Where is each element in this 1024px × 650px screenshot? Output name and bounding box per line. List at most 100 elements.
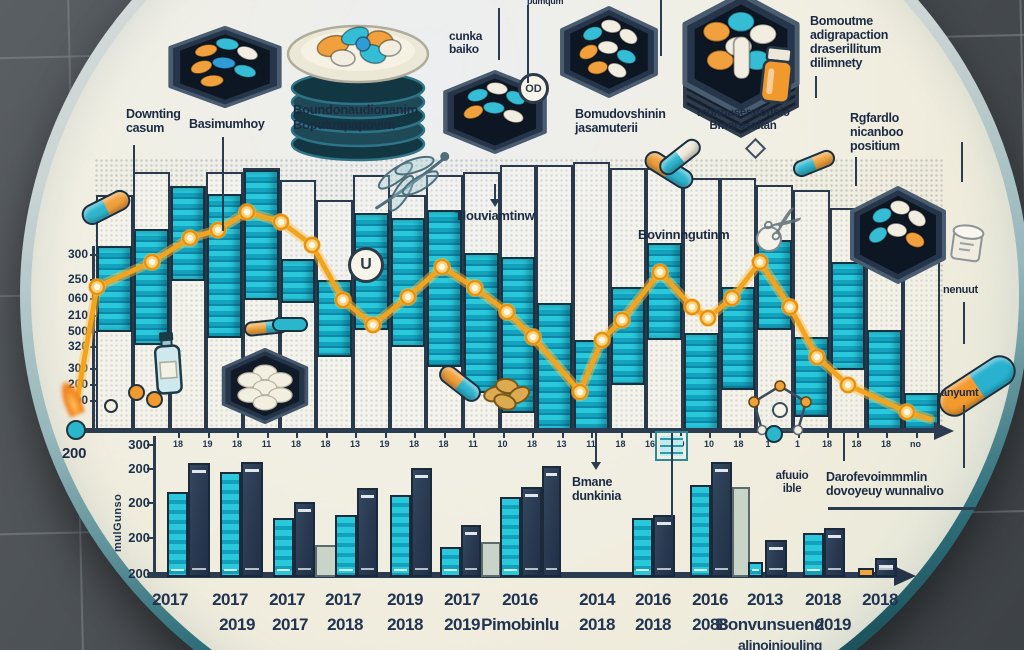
main-x-tick-label: 18 (526, 439, 538, 449)
pill-bottle-icon (759, 45, 793, 104)
annotation-line (498, 8, 500, 60)
pill-dispenser-stack-icon (286, 24, 430, 162)
bottom-x-year-label-row2: 2019 (444, 615, 480, 634)
bottom-x-year-label: 2019 (387, 590, 423, 609)
annotation-arrow (489, 184, 500, 207)
bottom-chart-bar-gray (732, 487, 750, 577)
main-x-tick-mark (561, 433, 564, 438)
bottom-chart-bar-navy (711, 462, 732, 577)
bottom-chart-bar-teal (273, 518, 294, 577)
main-x-tick-mark (856, 433, 859, 438)
pill-cluster-icon (483, 377, 531, 411)
bottom-x-year-label: 2018 (862, 590, 898, 609)
label-cunka-baiko: cunka baiko (449, 29, 483, 57)
main-chart-teal-segment (574, 340, 609, 432)
bottom-x-year-label-row2: Bonvunsuend (716, 615, 824, 634)
main-chart-teal-segment (391, 218, 425, 347)
bottom-x-year-label-row3: alinoiniouling (738, 637, 823, 650)
main-y-axis-dash (90, 298, 98, 300)
pill-dot-icon (128, 384, 145, 401)
main-chart-teal-segment (647, 243, 682, 340)
label-darofevoimmmlin: Darofevoimmmlin dovoyeuy wunnalivo (826, 470, 944, 498)
bottom-x-year-label-row2: 2088 (692, 615, 728, 634)
main-chart-teal-segment (281, 259, 315, 303)
main-y-axis-dash (90, 315, 98, 317)
label-basimumhoy: Basimumhoy (189, 117, 265, 131)
bottom-x-year-label-row2: 2019 (815, 615, 851, 634)
main-y-axis-dash (90, 331, 98, 333)
annotation-line (222, 137, 224, 231)
bottom-x-year-label: 2017 (212, 590, 248, 609)
main-x-tick-label: 18 (290, 439, 302, 449)
main-x-tick-label: 19 (202, 439, 213, 449)
bottom-x-year-label: 2016 (635, 590, 671, 609)
main-x-tick-label: 18 (408, 439, 420, 449)
bottom-y-axis-label: 200 (128, 495, 150, 510)
scissors-pivot-icon (756, 226, 782, 252)
main-x-tick-mark (827, 433, 829, 438)
main-x-tick-label: 19 (379, 439, 390, 449)
bottom-x-year-label: 2014 (579, 590, 615, 609)
main-x-tick-mark (473, 433, 475, 438)
label-tlouviamtinw: Tlouviamtinw (455, 208, 535, 223)
main-x-tick-label: no (910, 439, 921, 449)
main-x-tick-mark (502, 433, 505, 438)
main-x-tick-mark (207, 433, 210, 438)
annotation-line (671, 433, 673, 519)
axis-dot-icon (66, 420, 86, 440)
u-badge-icon: U (348, 247, 384, 283)
bottom-chart-bar-navy (765, 540, 787, 577)
main-y-axis-dash (90, 384, 98, 386)
annotation-underline (828, 507, 975, 510)
main-chart-teal-segment (244, 170, 279, 300)
label-bomudovshinin: Bomudovshinin jasamuterii (575, 107, 666, 135)
main-chart-teal-segment (171, 186, 205, 281)
bottom-y-axis-tick (147, 537, 154, 539)
bottom-chart-bar-navy (294, 502, 315, 577)
bottom-chart-bar-navy (824, 528, 845, 577)
annotation-line (963, 302, 965, 344)
tablet-icon (272, 317, 308, 332)
main-x-tick-label: 13 (556, 439, 567, 449)
main-x-tick-label: 11 (586, 439, 596, 449)
bottom-y-axis-tick (147, 444, 154, 446)
main-x-tick-label: 18 (231, 439, 243, 449)
od-badge-icon: OD (518, 73, 549, 104)
main-x-tick-label: 11 (261, 439, 272, 449)
bottom-y-axis-label: 200 (128, 530, 150, 545)
bottom-chart-bar-teal (500, 497, 521, 577)
main-x-tick-label: 18 (821, 439, 833, 449)
bottom-chart-bar-navy (875, 558, 897, 577)
bottom-chart-bar-navy (188, 463, 210, 577)
main-x-tick-label: 18 (733, 439, 744, 449)
main-x-tick-mark (886, 433, 888, 438)
main-x-tick-label: 1 (794, 439, 801, 449)
main-x-tick-mark (384, 433, 387, 438)
bottom-chart-bar-gray (315, 545, 337, 577)
bottom-x-year-label-row2: 2017 (272, 615, 308, 634)
main-y-axis-dash (90, 346, 98, 348)
bottom-x-year-label: 2017 (444, 590, 480, 609)
main-chart-teal-segment (611, 287, 645, 385)
bottom-chart-bar-teal (335, 515, 357, 577)
main-x-axis-arrow-icon (934, 421, 954, 440)
bottom-chart-bar-navy (357, 488, 378, 577)
bottom-chart-bar-navy (521, 487, 542, 577)
label-anyumt: anyumt (941, 387, 979, 399)
bottom-chart-bar-navy (241, 462, 263, 577)
stamp-jar-icon (950, 224, 985, 263)
bottom-chart-bar-navy (542, 466, 561, 577)
main-x-tick-mark (325, 433, 328, 438)
medicine-bottle-icon (153, 331, 183, 395)
main-chart-teal-segment (427, 210, 462, 367)
label-afuuio-ible: afuuio ible (775, 470, 809, 495)
annotation-arrow (590, 433, 601, 470)
main-y-axis-label: 060 (67, 291, 88, 305)
label-boundonaudionanim: Boundonaudionanim Bopukrapapovim (293, 102, 418, 132)
bottom-chart-bar-navy (461, 525, 481, 577)
label-rgfardlo: Rgfardlo nicanboo positium (850, 111, 904, 153)
main-x-tick-mark (591, 433, 593, 438)
pill-dot-icon (104, 399, 118, 413)
main-chart-teal-segment (684, 333, 719, 432)
hexagon-pill-tray-icon (850, 186, 946, 285)
